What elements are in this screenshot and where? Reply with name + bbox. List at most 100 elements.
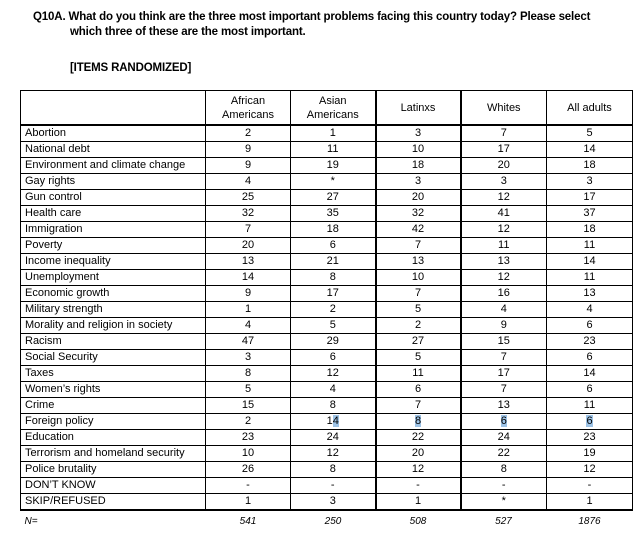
data-cell: 6 (546, 349, 633, 366)
data-cell: 29 (290, 333, 376, 350)
sample-size-value: 250 (324, 515, 342, 527)
data-cell: 32 (374, 205, 462, 222)
data-cell: 11 (290, 141, 376, 158)
data-cell: 3 (205, 349, 291, 366)
data-cell: 32 (205, 205, 291, 222)
data-cell: - (290, 477, 376, 494)
data-cell: 18 (546, 157, 633, 174)
row-label: Education (20, 429, 206, 446)
data-cell: 8 (290, 461, 376, 478)
row-label: SKIP/REFUSED (20, 493, 206, 511)
data-cell: 13 (460, 253, 547, 270)
data-cell: 7 (374, 285, 462, 302)
data-cell: 10 (205, 445, 291, 462)
data-cell: 18 (546, 221, 633, 238)
data-cell: 6 (290, 237, 376, 254)
data-cell: 35 (290, 205, 376, 222)
sample-size-label: N= (24, 515, 38, 527)
data-cell: 1 (205, 493, 291, 511)
corner-cell (20, 90, 206, 126)
data-cell: 12 (374, 461, 462, 478)
table-row: Environment and climate change 9 19 18 20 18 (20, 157, 633, 174)
row-label: Poverty (20, 237, 206, 254)
row-label: Immigration (20, 221, 206, 238)
data-cell: 24 (290, 429, 376, 446)
row-label: Health care (20, 205, 206, 222)
data-cell: 7 (374, 397, 462, 414)
data-cell: 12 (290, 365, 376, 382)
column-header: Whites (460, 90, 547, 126)
data-cell: 7 (460, 381, 547, 398)
data-cell: 8 (460, 461, 547, 478)
data-cell: 41 (460, 205, 547, 222)
column-header: Asian Americans (290, 90, 376, 126)
data-cell: 19 (290, 157, 376, 174)
data-cell: 13 (546, 285, 633, 302)
data-cell: 21 (290, 253, 376, 270)
data-cell: 20 (374, 445, 462, 462)
data-cell: 7 (374, 237, 462, 254)
data-cell: - (546, 477, 633, 494)
header-row: African Americans Asian Americans Latinxs W… (20, 90, 633, 126)
data-cell: 13 (374, 253, 462, 270)
column-header: African Americans (205, 90, 291, 126)
row-label: Unemployment (20, 269, 206, 286)
data-cell: - (374, 477, 462, 494)
table-row: Military strength 1 2 5 4 4 (20, 301, 633, 318)
data-cell: 11 (546, 269, 633, 286)
data-cell: 6 (546, 413, 633, 430)
data-cell: 17 (460, 141, 547, 158)
table-row: National debt 9 11 10 17 14 (20, 141, 633, 158)
row-label: Economic growth (20, 285, 206, 302)
data-cell: 3 (374, 173, 462, 190)
data-cell: 15 (460, 333, 547, 350)
table-row: Abortion 2 1 3 7 5 (20, 124, 633, 142)
selection-highlight: 6 (586, 415, 593, 427)
data-cell: 3 (546, 173, 633, 190)
data-cell: 23 (205, 429, 291, 446)
items-randomized-note: [ITEMS RANDOMIZED] (70, 62, 192, 74)
data-cell: 7 (460, 124, 547, 142)
data-cell: 18 (290, 221, 376, 238)
row-label: Morality and religion in society (20, 317, 206, 334)
data-cell: 17 (290, 285, 376, 302)
data-cell: 8 (290, 397, 376, 414)
data-cell: 6 (546, 317, 633, 334)
data-cell: 7 (460, 349, 547, 366)
column-header: Latinxs (374, 90, 462, 126)
data-cell: 14 (290, 413, 376, 430)
data-cell: 3 (290, 493, 376, 511)
table-row: Unemployment 14 8 10 12 11 (20, 269, 633, 286)
row-label: Foreign policy (20, 413, 206, 430)
results-table: African Americans Asian Americans Latinxs W… (20, 90, 633, 530)
data-cell: 26 (205, 461, 291, 478)
data-cell: 12 (460, 189, 547, 206)
data-cell: 4 (460, 301, 547, 318)
data-cell: 1 (205, 301, 291, 318)
row-label: DON’T KNOW (20, 477, 206, 494)
data-cell: 1 (546, 493, 633, 511)
row-label: Social Security (20, 349, 206, 366)
data-cell: 5 (374, 349, 462, 366)
question-number: Q10A. (33, 11, 66, 23)
question-text: Q10A. What do you think are the three mo… (33, 10, 614, 40)
question-block: Q10A. What do you think are the three mo… (33, 10, 614, 76)
table-row: Immigration 7 18 42 12 18 (20, 221, 633, 238)
data-cell: 11 (460, 237, 547, 254)
data-cell: 6 (374, 381, 462, 398)
data-cell: 22 (460, 445, 547, 462)
sample-size-value: 508 (409, 515, 427, 527)
table-row: Gun control 25 27 20 12 17 (20, 189, 633, 206)
footer-row: N= 541 250 508 527 1876 (21, 510, 633, 530)
data-cell: 8 (205, 365, 291, 382)
data-cell: 4 (290, 381, 376, 398)
row-label: Gay rights (20, 173, 206, 190)
data-cell: 25 (205, 189, 291, 206)
table-row: Social Security 3 6 5 7 6 (20, 349, 633, 366)
data-cell: 5 (290, 317, 376, 334)
row-label: Terrorism and homeland security (20, 445, 206, 462)
table-row: Taxes 8 12 11 17 14 (20, 365, 633, 382)
table-row: Women’s rights 5 4 6 7 6 (20, 381, 633, 398)
data-cell: 8 (374, 413, 462, 430)
data-cell: 12 (290, 445, 376, 462)
